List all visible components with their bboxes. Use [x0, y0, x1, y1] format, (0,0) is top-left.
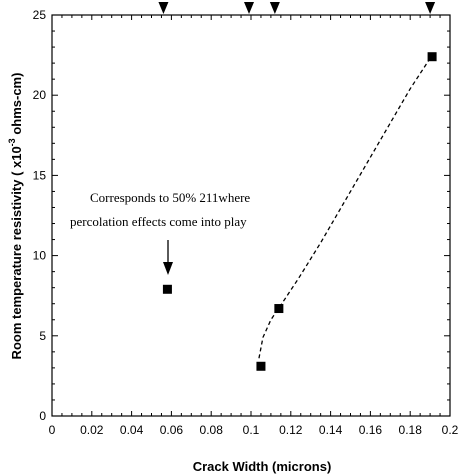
y-tick-label: 5	[39, 329, 46, 343]
y-tick-label: 15	[33, 168, 47, 182]
y-tick-label: 25	[33, 8, 47, 22]
x-axis-title: Crack Width (microns)	[193, 459, 332, 474]
top-arrow-marker	[425, 2, 436, 14]
x-tick-label: 0.08	[200, 423, 224, 437]
data-points	[162, 52, 437, 371]
data-point	[274, 304, 284, 314]
data-point	[162, 284, 172, 294]
x-tick-label: 0.2	[442, 423, 459, 437]
y-axis-title: Room temperature resistivity ( x10-3 ohm…	[7, 73, 24, 360]
y-axis-ticks: 0 5 10 15 20 25	[33, 8, 450, 423]
x-tick-label: 0	[49, 423, 56, 437]
annotation-arrow	[163, 240, 173, 275]
top-arrow-marker	[158, 2, 169, 14]
x-tick-label: 0.02	[80, 423, 104, 437]
annotation-line-2: percolation effects come into play	[70, 214, 247, 229]
annotation-line-1: Corresponds to 50% 211where	[90, 190, 250, 205]
top-arrows	[158, 2, 436, 14]
x-tick-label: 0.14	[319, 423, 343, 437]
x-tick-label: 0.16	[359, 423, 383, 437]
plot-frame	[51, 14, 451, 417]
x-tick-label: 0.06	[160, 423, 184, 437]
fit-curve	[258, 57, 431, 359]
y-tick-label: 10	[33, 249, 47, 263]
x-tick-label: 0.1	[243, 423, 260, 437]
top-arrow-marker	[269, 2, 280, 14]
x-tick-label: 0.04	[120, 423, 144, 437]
top-arrow-marker	[244, 2, 255, 14]
x-tick-label: 0.12	[279, 423, 303, 437]
data-point	[256, 361, 266, 371]
y-tick-label: 20	[33, 88, 47, 102]
x-tick-label: 0.18	[399, 423, 423, 437]
y-tick-label: 0	[39, 409, 46, 423]
data-point	[427, 52, 437, 62]
